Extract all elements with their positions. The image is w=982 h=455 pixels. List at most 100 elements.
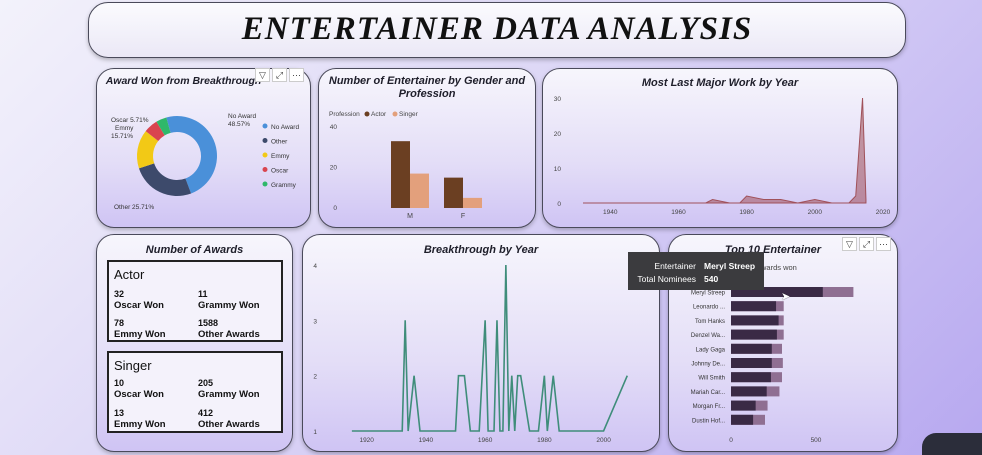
x-tick-label: 1940 — [419, 437, 434, 444]
more-options-icon[interactable]: ⋯ — [876, 237, 891, 251]
category-label: Meryl Streep — [691, 291, 726, 297]
bar-singer-M — [410, 173, 429, 208]
top10-chart[interactable]: Meryl Streep Leonardo ... Tom Hanks Denzel … — [669, 235, 899, 453]
donut-slice-oscar — [145, 121, 165, 142]
dashboard-header: ENTERTAINER DATA ANALYSIS — [88, 2, 906, 58]
actor-other-label: Other Awards — [198, 329, 260, 340]
tooltip-entertainer-value: Meryl Streep — [704, 261, 756, 271]
tooltip-nominees-value: 540 — [704, 274, 719, 284]
singer-other-label: Other Awards — [198, 419, 260, 430]
donut-pct-emmy: 15.71% — [111, 133, 133, 140]
donut-pct-no-award: 48.57% — [228, 121, 250, 128]
awards-panel: Number of Awards Actor 32 Oscar Won 11 G… — [96, 234, 293, 452]
actor-oscar-value: 32 — [114, 289, 125, 299]
category-label: Tom Hanks — [695, 319, 725, 325]
bar-total-nominees — [731, 372, 771, 383]
legend-label-actor: Actor — [371, 111, 387, 118]
singer-heading: Singer — [114, 358, 152, 373]
legend-swatch-grammy — [262, 181, 268, 187]
hover-tooltip: Entertainer Meryl Streep Total Nominees … — [628, 252, 764, 290]
breakthrough-chart[interactable]: 1 2 3 4 1920 1940 1960 1980 2000 — [303, 235, 661, 453]
top10-toolbar: ▽ ⤢ ⋯ — [842, 237, 891, 251]
singer-card: Singer 10 Oscar Won 205 Grammy Won 13 Em… — [107, 351, 283, 433]
area-series — [583, 97, 867, 204]
breakthrough-title: Breakthrough by Year — [423, 244, 539, 256]
actor-heading: Actor — [114, 267, 145, 282]
singer-grammy-label: Grammy Won — [198, 389, 260, 400]
gender-title: Number of Entertainer by Gender and Prof… — [328, 75, 526, 100]
bar-total-nominees — [731, 358, 772, 368]
top10-legend: wards won — [761, 263, 797, 272]
legend-swatch-emmy — [262, 152, 268, 158]
donut-slice-other — [138, 163, 192, 196]
y-tick-label: 2 — [313, 374, 317, 381]
singer-emmy-value: 13 — [114, 408, 125, 418]
x-tick-label: M — [407, 213, 413, 220]
bar-total-nominees — [731, 301, 777, 312]
legend-label-grammy: Grammy — [271, 182, 297, 189]
x-tick-label: 1960 — [478, 437, 493, 444]
donut-slice-no award — [166, 116, 217, 194]
actor-other-value: 1588 — [198, 318, 219, 328]
singer-emmy-label: Emmy Won — [114, 419, 166, 430]
x-tick-label: 1920 — [359, 437, 374, 444]
category-label: Dustin Hof... — [692, 418, 725, 424]
x-tick-label: 2020 — [876, 209, 891, 216]
legend-label-emmy: Emmy — [271, 153, 290, 160]
singer-oscar-label: Oscar Won — [114, 389, 164, 400]
x-tick-label: 0 — [729, 437, 733, 444]
mouse-cursor-icon: ➤ — [781, 291, 791, 303]
breakthrough-panel[interactable]: Breakthrough by Year 1 2 3 4 1920 1940 1960 198… — [302, 234, 660, 452]
legend-label-other: Other — [271, 139, 288, 146]
gender-panel[interactable]: Number of Entertainer by Gender and Prof… — [318, 68, 536, 228]
awards-title: Number of Awards — [145, 244, 244, 256]
donut-panel[interactable]: Award Won from Breakthrough No Award 48.5… — [96, 68, 311, 228]
donut-title: Award Won from Breakthrough — [105, 75, 262, 87]
actor-grammy-value: 11 — [198, 289, 208, 299]
bar-actor-F — [444, 177, 463, 208]
donut-slice-emmy — [137, 131, 159, 169]
y-tick-label: 20 — [554, 131, 562, 138]
x-tick-label: F — [461, 213, 465, 220]
category-label: Leonardo ... — [693, 305, 725, 311]
bar-total-nominees — [731, 386, 767, 397]
work-chart[interactable]: 0 10 20 30 1940 1960 1980 2000 2020 — [543, 69, 899, 229]
x-tick-label: 2000 — [596, 437, 611, 444]
y-tick-label: 10 — [554, 166, 562, 173]
filter-icon[interactable]: ▽ — [842, 237, 857, 251]
legend-label-no award: No Award — [271, 124, 299, 131]
work-title: Most Last Major Work by Year — [641, 77, 799, 89]
focus-mode-icon[interactable]: ⤢ — [272, 68, 287, 82]
category-label: Morgan Fr... — [693, 404, 726, 410]
donut-label-oscar: Oscar 5.71% — [111, 117, 149, 124]
bar-total-nominees — [731, 287, 823, 297]
focus-mode-icon[interactable]: ⤢ — [859, 237, 874, 251]
work-panel[interactable]: Most Last Major Work by Year 0 10 20 30 1940… — [542, 68, 898, 228]
more-options-icon[interactable]: ⋯ — [289, 68, 304, 82]
category-label: Lady Gaga — [696, 347, 726, 353]
y-tick-label: 4 — [313, 263, 317, 270]
bar-total-nominees — [731, 329, 777, 340]
donut-toolbar: ▽ ⤢ ⋯ — [255, 68, 304, 82]
legend-swatch-oscar — [262, 167, 268, 172]
x-tick-label: 500 — [811, 437, 822, 444]
actor-emmy-label: Emmy Won — [114, 329, 166, 340]
bar-total-nominees — [731, 400, 756, 411]
singer-oscar-value: 10 — [114, 378, 125, 388]
bar-total-nominees — [731, 343, 772, 354]
x-tick-label: 1940 — [603, 209, 618, 216]
legend-swatch-other — [262, 138, 268, 143]
singer-grammy-value: 205 — [198, 378, 214, 388]
x-tick-label: 2000 — [808, 209, 823, 216]
actor-grammy-label: Grammy Won — [198, 300, 260, 311]
y-tick-label: 0 — [333, 205, 337, 212]
gender-chart[interactable]: Profession Actor Singer 0 20 40 M F — [319, 69, 537, 229]
actor-card: Actor 32 Oscar Won 11 Grammy Won 78 Emmy… — [107, 260, 283, 342]
legend-title: Profession — [329, 111, 360, 118]
donut-label-emmy: Emmy — [115, 125, 134, 132]
x-tick-label: 1980 — [537, 437, 552, 444]
filter-icon[interactable]: ▽ — [255, 68, 270, 82]
actor-oscar-label: Oscar Won — [114, 300, 164, 311]
line-series — [351, 264, 629, 432]
